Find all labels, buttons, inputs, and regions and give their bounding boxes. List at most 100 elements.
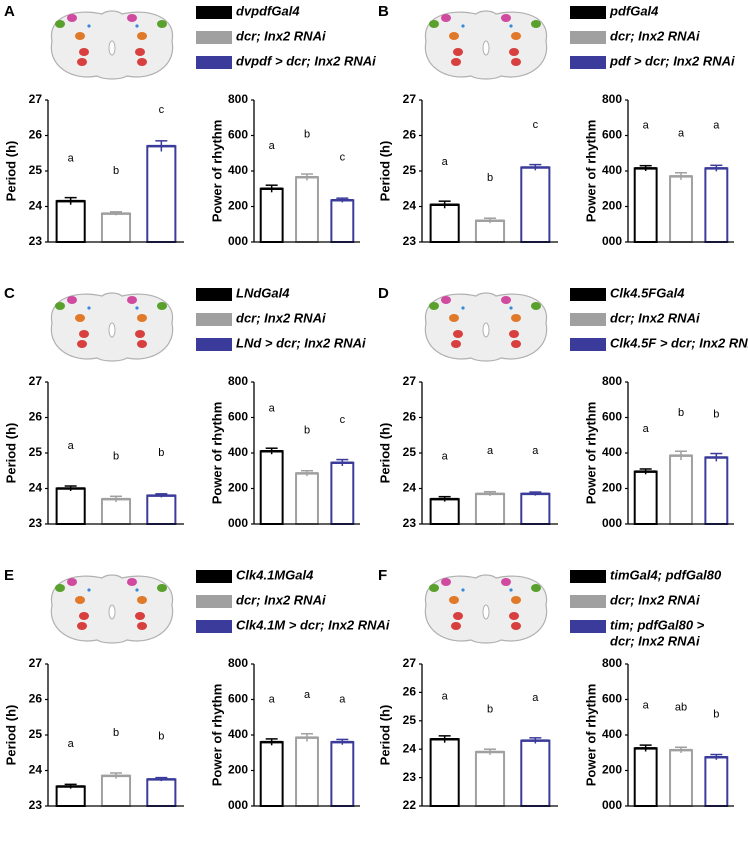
neuron-dot [135, 588, 139, 592]
legend-label: dcr; Inx2 RNAi [236, 310, 326, 325]
significance-letter: b [113, 450, 119, 462]
neuron-cluster [453, 612, 463, 620]
legend-swatch [570, 313, 606, 326]
neuron-dot [87, 588, 91, 592]
neuron-cluster [511, 340, 521, 348]
neuron-cluster [137, 596, 147, 604]
bar [429, 498, 460, 525]
bar [295, 736, 319, 807]
neuron-dot [135, 24, 139, 28]
y-tick-label: 23 [403, 516, 417, 530]
bar [474, 751, 506, 807]
bar [100, 498, 132, 525]
significance-letter: a [643, 700, 650, 712]
neuron-cluster [441, 296, 451, 304]
bar [259, 741, 284, 807]
brain-diagram [50, 292, 174, 362]
neuron-cluster [511, 622, 521, 630]
neuron-cluster [429, 302, 439, 310]
neuron-cluster [127, 14, 137, 22]
y-tick-label: 23 [403, 234, 417, 248]
significance-letter: a [68, 152, 75, 164]
legend-label: pdfGal4 [609, 3, 659, 18]
neuron-dot [87, 24, 91, 28]
neuron-cluster [531, 302, 541, 310]
y-tick-label: 400 [602, 163, 622, 177]
y-tick-label: 400 [228, 445, 248, 459]
bar [429, 203, 460, 244]
y-tick-label: 000 [602, 798, 622, 812]
neuron-dot [461, 588, 465, 592]
legend-label: Clk4.1M > dcr; Inx2 RNAi [236, 617, 390, 632]
y-tick-label: 000 [228, 516, 248, 530]
neuron-cluster [67, 296, 77, 304]
neuron-cluster [511, 32, 521, 40]
neuron-cluster [501, 14, 511, 22]
panel-label: E [4, 567, 14, 584]
neuron-cluster [77, 58, 87, 66]
neuron-cluster [77, 340, 87, 348]
significance-letter: b [713, 708, 719, 720]
neuron-cluster [79, 48, 89, 56]
significance-letter: a [442, 450, 449, 462]
y-tick-label: 800 [602, 656, 622, 670]
legend-swatch [570, 31, 606, 44]
significance-letter: a [643, 120, 650, 132]
neuron-cluster [137, 314, 147, 322]
neuron-cluster [511, 596, 521, 604]
significance-letter: a [713, 120, 720, 132]
y-axis-label: Power of rhythm [583, 120, 598, 223]
bar [146, 494, 177, 526]
bar [100, 774, 132, 808]
y-tick-label: 23 [29, 798, 43, 812]
neuron-cluster [531, 584, 541, 592]
y-tick-label: 200 [602, 763, 622, 777]
legend-label: dcr; Inx2 RNAi [610, 633, 700, 648]
y-axis-label: Power of rhythm [209, 120, 224, 223]
neuron-dot [509, 24, 513, 28]
significance-letter: b [487, 703, 493, 715]
neuron-cluster [453, 48, 463, 56]
neuron-dot [509, 588, 513, 592]
neuron-dot [461, 306, 465, 310]
y-tick-label: 600 [602, 410, 622, 424]
neuron-dot [135, 306, 139, 310]
y-tick-label: 600 [602, 128, 622, 142]
significance-letter: a [442, 691, 449, 703]
bar [669, 454, 693, 526]
y-tick-label: 800 [228, 374, 248, 388]
bar [259, 187, 284, 243]
brain-center [482, 322, 490, 338]
brain-diagram [424, 574, 548, 644]
brain-diagram [50, 10, 174, 80]
neuron-cluster [451, 622, 461, 630]
neuron-cluster [127, 296, 137, 304]
y-axis-label: Period (h) [377, 423, 392, 484]
bar [704, 756, 729, 807]
y-tick-label: 24 [29, 763, 43, 777]
legend-swatch [196, 570, 232, 583]
neuron-dot [509, 306, 513, 310]
y-tick-label: 000 [228, 798, 248, 812]
neuron-cluster [501, 296, 511, 304]
significance-letter: b [487, 172, 493, 184]
brain-diagram [424, 10, 548, 80]
significance-letter: b [113, 165, 119, 177]
legend-swatch [570, 570, 606, 583]
neuron-cluster [67, 14, 77, 22]
neuron-cluster [137, 340, 147, 348]
significance-letter: a [532, 692, 539, 704]
y-tick-label: 800 [602, 374, 622, 388]
legend-label: dvpdfGal4 [236, 3, 300, 18]
neuron-cluster [157, 20, 167, 28]
neuron-cluster [501, 578, 511, 586]
neuron-cluster [135, 330, 145, 338]
bar [330, 199, 355, 244]
significance-letter: a [643, 423, 650, 435]
brain-diagram [50, 574, 174, 644]
y-tick-label: 25 [29, 163, 43, 177]
neuron-cluster [451, 340, 461, 348]
significance-letter: c [159, 104, 165, 116]
brain-center [482, 40, 490, 56]
significance-letter: a [269, 403, 276, 415]
